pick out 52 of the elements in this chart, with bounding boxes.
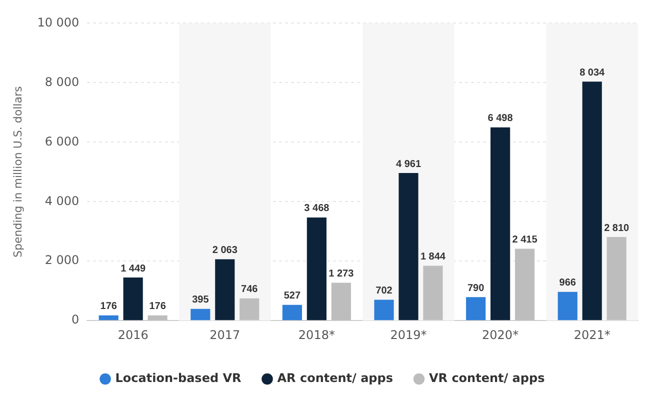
data-label: 790	[467, 282, 485, 294]
data-label: 2 063	[212, 244, 238, 256]
y-tick-label: 4 000	[44, 194, 80, 208]
data-label: 6 498	[488, 113, 514, 124]
legend-label: Location-based VR	[115, 371, 242, 386]
data-label: 176	[149, 301, 166, 312]
bar	[306, 217, 326, 320]
data-label: 8 034	[580, 67, 606, 78]
x-tick-label: 2016	[118, 328, 148, 342]
y-tick-label: 10 000	[37, 15, 80, 30]
bar	[331, 282, 351, 320]
data-label: 746	[241, 284, 258, 296]
data-label: 2 810	[604, 222, 630, 234]
data-label: 527	[284, 290, 301, 302]
data-label: 1 273	[328, 268, 354, 280]
data-label: 3 468	[304, 203, 330, 214]
data-label: 4 961	[396, 158, 422, 170]
x-tick-label: 2020*	[482, 328, 519, 342]
x-tick-label: 2018*	[298, 328, 335, 342]
x-tick-label: 2017	[210, 328, 240, 342]
bar	[606, 237, 626, 320]
bar	[123, 278, 143, 320]
bar	[190, 308, 210, 320]
y-axis-title: Spending in million U.S. dollars	[11, 86, 24, 258]
bar	[215, 259, 235, 320]
y-tick-label: 6 000	[44, 134, 80, 148]
y-tick-label: 8 000	[44, 74, 80, 89]
data-label: 966	[559, 278, 576, 289]
data-label: 176	[100, 301, 118, 312]
bar	[240, 298, 260, 320]
bar	[582, 82, 602, 320]
legend-label: VR content/ apps	[428, 371, 545, 386]
y-tick-label: 0	[72, 312, 80, 327]
data-label: 2 415	[512, 234, 538, 246]
data-label: 395	[192, 294, 210, 306]
x-tick-label: 2021*	[574, 328, 610, 342]
bar	[558, 292, 578, 320]
bar	[148, 315, 168, 320]
bar	[98, 315, 118, 320]
legend-label: AR content/ apps	[277, 371, 393, 386]
bar	[398, 173, 418, 320]
x-tick-label: 2019*	[390, 328, 427, 342]
bar	[374, 300, 394, 320]
bar	[466, 297, 486, 320]
data-label: 1 449	[120, 263, 146, 274]
data-label: 702	[376, 285, 393, 296]
y-tick-label: 2 000	[44, 253, 80, 268]
bar	[490, 127, 510, 320]
bar	[514, 248, 535, 320]
bar	[423, 266, 443, 320]
bar	[282, 304, 302, 320]
data-label: 1 844	[420, 252, 446, 263]
